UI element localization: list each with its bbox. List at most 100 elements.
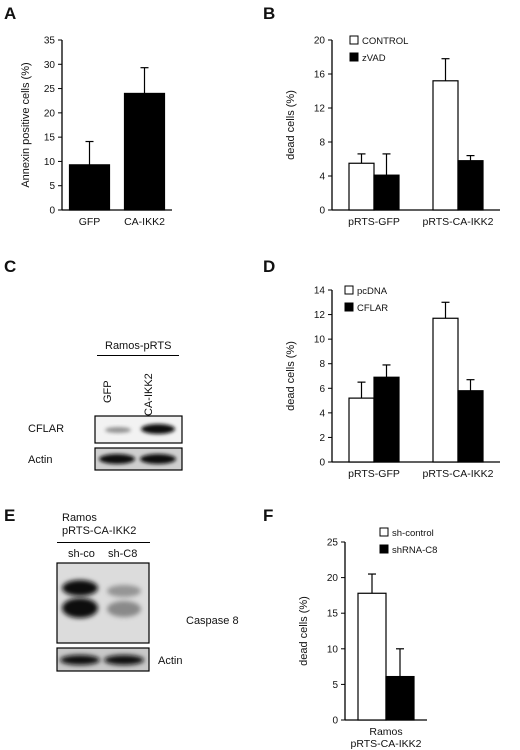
blot-c-actin-strip — [94, 447, 183, 471]
chart-b-legend-label: zVAD — [362, 53, 386, 64]
chart-f-bar — [385, 675, 415, 721]
chart-b-ytick-label: 20 — [314, 36, 326, 47]
chart-f-ytick-label: 20 — [327, 573, 339, 584]
blot-e-casp-band-shco-2 — [62, 598, 98, 618]
chart-b-legend-label: CONTROL — [362, 36, 408, 47]
chart-d-ytick-label: 10 — [314, 335, 326, 346]
chart-d-category-label: pRTS-GFP — [348, 468, 400, 480]
chart-a-category-label: GFP — [79, 216, 101, 228]
chart-f-ytick-label: 15 — [327, 609, 339, 620]
chart-a: 0 5 10 15 20 25 30 35 Annexin positive cells (%)… — [20, 36, 172, 228]
chart-a-ytick-label: 20 — [44, 108, 56, 119]
chart-a-ytick-label: 15 — [44, 133, 56, 144]
chart-d-ytick-label: 6 — [319, 384, 325, 395]
chart-b-legend-swatch — [349, 35, 359, 45]
chart-a-ytick-label: 5 — [49, 181, 55, 192]
blot-c-row-cflar: CFLAR — [28, 423, 65, 435]
blot-c-actin-band-gfp — [99, 454, 135, 464]
chart-f-ytick-label: 0 — [332, 716, 338, 727]
blot-c-header: Ramos-pRTS — [105, 340, 172, 352]
chart-b-bar — [373, 174, 400, 211]
chart-f-legend-swatch — [379, 544, 389, 554]
chart-b-bar — [457, 160, 484, 211]
chart-d-ytick-label: 8 — [319, 359, 325, 370]
panel-letter-c: C — [4, 257, 17, 276]
chart-f-category-label: Ramos — [369, 726, 402, 738]
blot-e-header-2: pRTS-CA-IKK2 — [62, 525, 137, 537]
blot-e-row-caspase8: Caspase 8 — [186, 615, 239, 627]
chart-d-bar — [348, 397, 375, 463]
chart-f-bar — [357, 592, 387, 721]
blot-e-lane-sh-co: sh-co — [68, 548, 95, 560]
panel-letter-f: F — [263, 506, 274, 525]
chart-d: 0 2 4 6 8 10 12 14 dead cells (%) pRTS-GFP pRTS-CA… — [285, 285, 500, 480]
panel-letter-b: B — [263, 4, 276, 23]
blot-c-actin-band-ca — [140, 454, 176, 464]
panel-letter-e: E — [4, 506, 16, 525]
chart-b-legend-swatch — [349, 52, 359, 62]
blot-e-lane-sh-c8: sh-C8 — [108, 548, 138, 560]
chart-b-category-label: pRTS-CA-IKK2 — [423, 216, 494, 228]
chart-a-bar — [123, 92, 166, 211]
chart-d-category-label: pRTS-CA-IKK2 — [423, 468, 494, 480]
blot-c-cflar-band-ca — [141, 424, 175, 434]
blot-e-strips — [56, 562, 150, 672]
chart-d-ytick-label: 14 — [314, 286, 326, 297]
blot-c-cflar-band-gfp — [105, 427, 131, 433]
blot-e-header-1: Ramos — [62, 512, 97, 524]
panel-letter-a: A — [4, 4, 17, 23]
chart-a-ytick-label: 0 — [49, 206, 55, 217]
blot-e-casp-band-shc8-2 — [107, 601, 141, 617]
chart-a-ytick-label: 30 — [44, 60, 56, 71]
chart-d-legend-label: pcDNA — [357, 286, 388, 297]
chart-a-ytick-label: 35 — [44, 36, 56, 47]
chart-d-ylabel: dead cells (%) — [285, 341, 297, 411]
chart-d-bar — [457, 390, 484, 463]
blot-c-strips — [94, 415, 183, 471]
chart-f-ytick-label: 5 — [332, 680, 338, 691]
blot-c-header-line — [97, 355, 179, 356]
chart-a-ylabel: Annexin positive cells (%) — [20, 62, 32, 187]
chart-d-legend-label: CFLAR — [357, 303, 388, 314]
blot-e: Ramos pRTS-CA-IKK2 sh-co sh-C8 Caspase 8… — [0, 505, 260, 750]
chart-d-ytick-label: 0 — [319, 458, 325, 469]
chart-d-legend-swatch — [344, 285, 354, 295]
chart-f-ytick-label: 25 — [327, 538, 339, 549]
chart-b: 0 4 8 12 16 20 dead cells (%) pRTS-GFP pRTS-CA-I… — [285, 35, 500, 228]
chart-f-legend-label: sh-control — [392, 528, 434, 539]
chart-d-ytick-label: 2 — [319, 433, 325, 444]
chart-f: 0 5 10 15 20 25 dead cells (%) RamospRTS-CA-IKK… — [298, 527, 437, 750]
blot-e-header-line — [57, 542, 150, 543]
blot-c-row-actin: Actin — [28, 454, 53, 466]
blot-e-row-actin: Actin — [158, 655, 183, 667]
chart-d-ytick-label: 12 — [314, 310, 326, 321]
panel-letter-d: D — [263, 257, 276, 276]
chart-f-ytick-label: 10 — [327, 644, 339, 655]
chart-d-legend-swatch — [344, 302, 354, 312]
blot-e-actin-band-shc8 — [104, 655, 144, 665]
blot-e-actin-band-shco — [60, 655, 100, 665]
chart-d-bar — [432, 317, 459, 463]
chart-f-ylabel: dead cells (%) — [298, 596, 310, 666]
chart-f-category-label: pRTS-CA-IKK2 — [351, 738, 422, 750]
chart-b-ytick-label: 16 — [314, 70, 326, 81]
blot-e-casp-band-shc8-1 — [107, 585, 141, 597]
chart-b-bar — [348, 162, 375, 211]
chart-b-ytick-label: 0 — [319, 206, 325, 217]
chart-a-ytick-label: 10 — [44, 157, 56, 168]
chart-b-ytick-label: 4 — [319, 172, 325, 183]
chart-b-bar — [432, 80, 459, 211]
chart-f-legend-label: shRNA-C8 — [392, 545, 437, 556]
blot-c: Ramos-pRTS GFP CA-IKK2 CFLAR Actin — [0, 255, 260, 500]
chart-b-category-label: pRTS-GFP — [348, 216, 400, 228]
chart-a-ytick-label: 25 — [44, 84, 56, 95]
blot-e-casp-band-shco-1 — [62, 580, 98, 596]
chart-b-ytick-label: 8 — [319, 138, 325, 149]
chart-d-bar — [373, 376, 400, 463]
blot-e-actin-strip — [56, 647, 150, 672]
chart-d-ytick-label: 4 — [319, 408, 325, 419]
chart-a-category-label: CA-IKK2 — [124, 216, 165, 228]
chart-b-ylabel: dead cells (%) — [285, 90, 297, 160]
chart-f-legend-swatch — [379, 527, 389, 537]
chart-b-ytick-label: 12 — [314, 104, 326, 115]
